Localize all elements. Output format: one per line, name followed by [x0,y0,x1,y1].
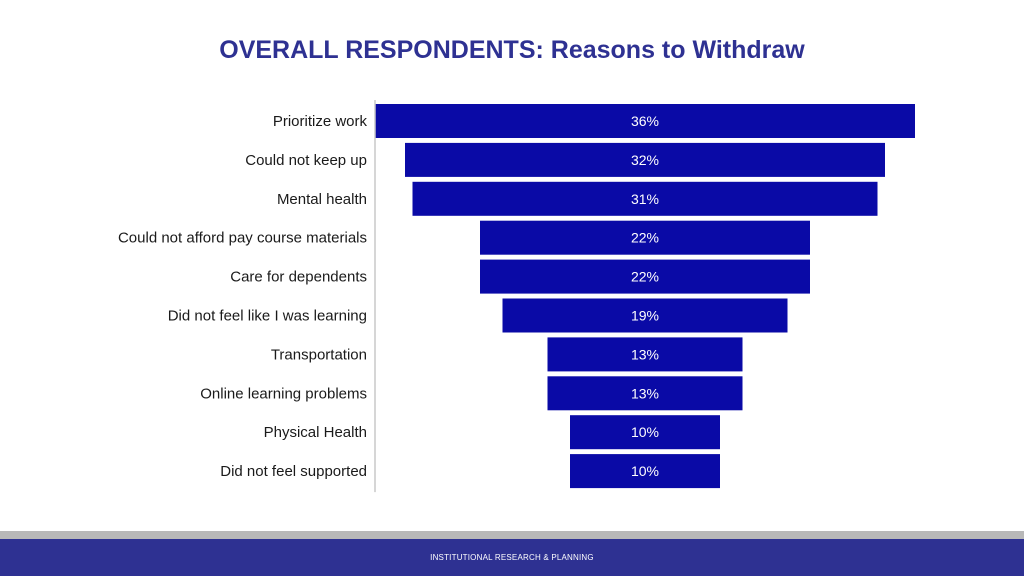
category-label: Care for dependents [230,269,367,286]
value-label: 22% [631,269,659,285]
footer-stripe [0,531,1024,539]
footer-text: INSTITUTIONAL RESEARCH & PLANNING [430,553,594,562]
funnel-bar [375,104,915,138]
value-label: 19% [631,308,659,324]
funnel-chart: Prioritize work Could not keep up Mental h… [118,100,915,493]
value-label: 36% [631,113,659,129]
value-label: 22% [631,230,659,246]
value-label: 13% [631,385,659,401]
category-label: Could not keep up [245,152,367,169]
funnel-bar [570,415,720,450]
category-label: Did not feel supported [220,463,367,480]
value-label: 32% [631,152,659,168]
footer-bar: INSTITUTIONAL RESEARCH & PLANNING [0,539,1024,576]
funnel-bar [502,298,788,333]
category-label: Could not afford pay course materials [118,230,367,247]
funnel-bar [480,259,810,294]
funnel-bar [405,142,885,177]
value-label: 31% [631,191,659,207]
chart-title: OVERALL RESPONDENTS: Reasons to Withdraw [219,36,805,64]
funnel-bar [570,454,720,489]
category-label: Physical Health [264,424,367,441]
funnel-bar [412,181,878,216]
funnel-bar [547,337,743,372]
category-label: Prioritize work [273,113,368,130]
funnel-bar [480,220,810,255]
value-label: 10% [631,463,659,479]
category-label: Online learning problems [200,385,367,402]
value-label: 13% [631,346,659,362]
funnel-bar [547,376,743,411]
value-label: 10% [631,424,659,440]
category-label: Transportation [271,346,367,363]
category-label: Did not feel like I was learning [168,308,367,325]
category-label: Mental health [277,191,367,208]
